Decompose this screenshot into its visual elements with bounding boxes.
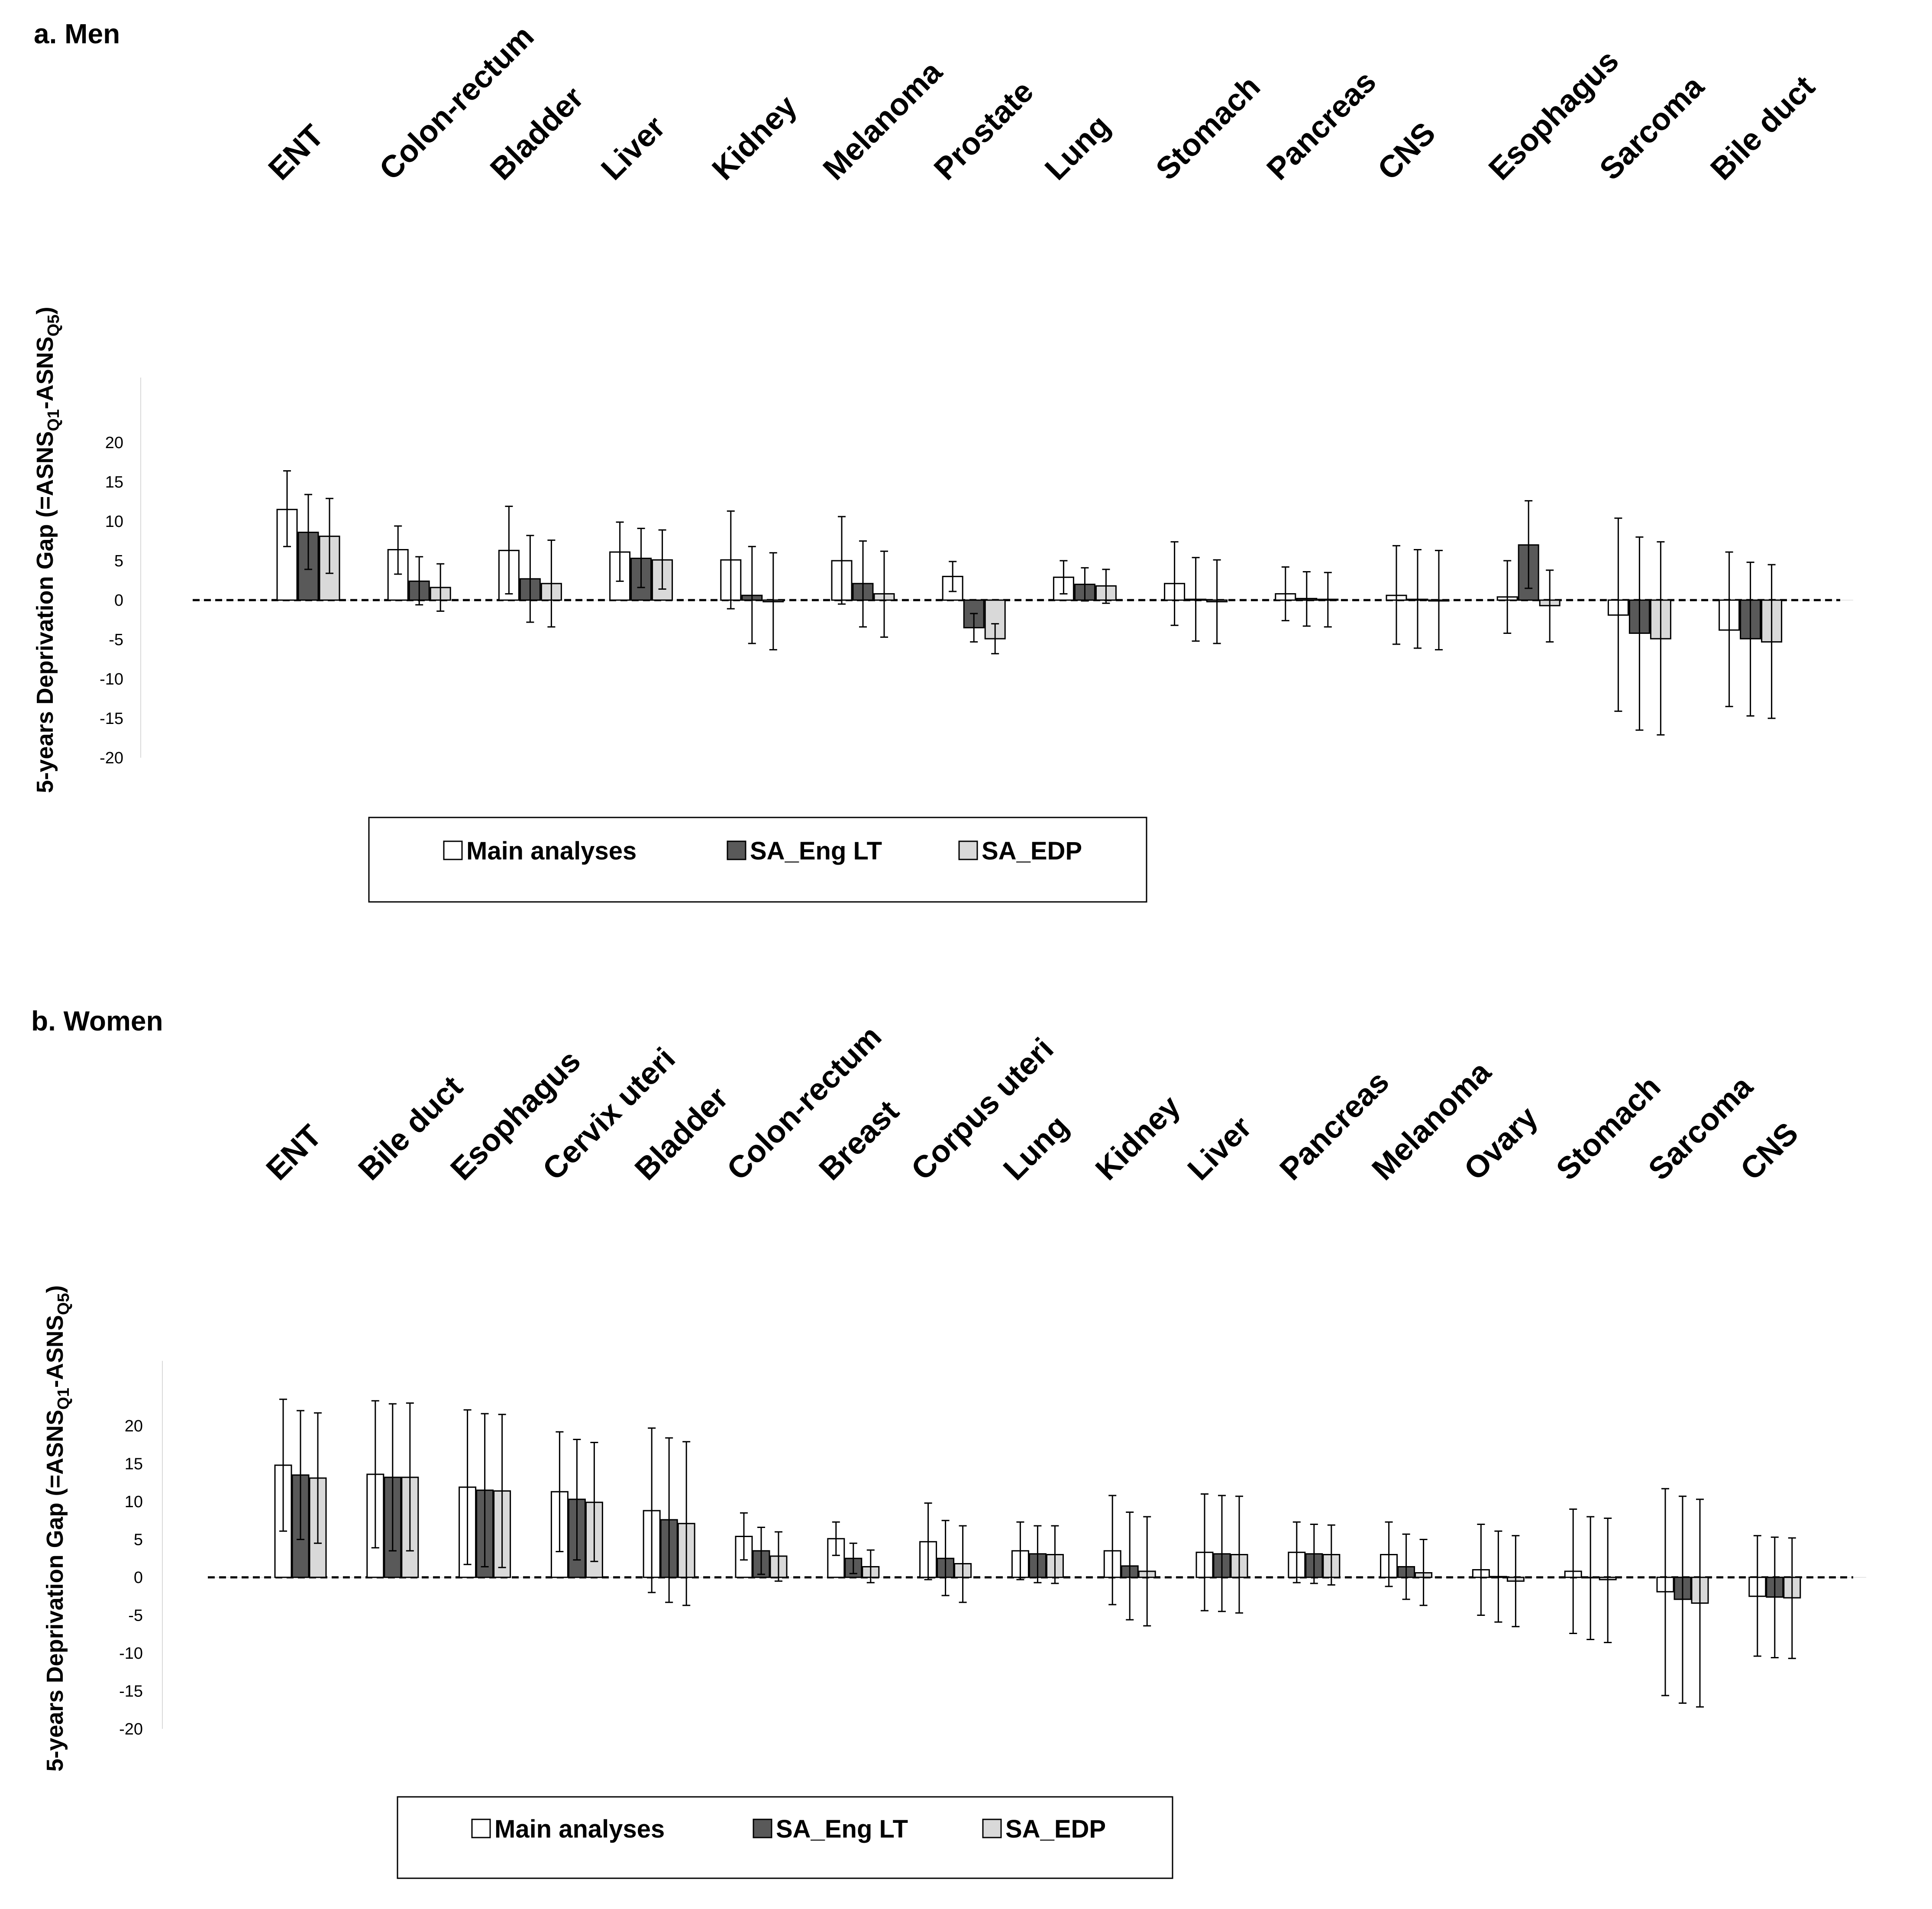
legend-label: SA_EDP — [982, 837, 1082, 865]
y-tick-label: -10 — [119, 1644, 143, 1663]
legend-swatch — [753, 1819, 772, 1838]
y-axis-label: 5-years Deprivation Gap (=ASNSQ1-ASNSQ5) — [42, 1285, 73, 1771]
plot-area — [208, 1399, 1866, 1708]
y-tick-label: -10 — [100, 670, 123, 688]
y-tick-label: -20 — [119, 1720, 143, 1738]
y-tick-label: 20 — [125, 1417, 143, 1435]
legend-label: Main analyses — [466, 837, 636, 865]
y-tick-label: -15 — [119, 1683, 143, 1701]
legend-swatch — [982, 1819, 1002, 1838]
y-axis-label: 5-years Deprivation Gap (=ASNSQ1-ASNSQ5) — [32, 307, 63, 793]
legend-swatch — [443, 840, 463, 860]
y-tick-label: -20 — [100, 749, 123, 767]
y-tick-label: -5 — [109, 631, 123, 649]
legend-box — [397, 1796, 1173, 1879]
y-tick-label: 0 — [134, 1569, 143, 1587]
legend-label: SA_Eng LT — [776, 1815, 908, 1843]
y-tick-label: 15 — [105, 473, 123, 491]
y-tick-label: 5 — [134, 1531, 143, 1549]
y-tick-label: -15 — [100, 710, 123, 728]
y-tick-label: 10 — [125, 1493, 143, 1511]
legend: Main analyses SA_Eng LT SA_EDP — [397, 1796, 1173, 1879]
legend: Main analyses SA_Eng LT SA_EDP — [368, 817, 1147, 903]
legend-label: SA_EDP — [1005, 1815, 1106, 1843]
legend-swatch — [727, 840, 746, 860]
panel-title: b. Women — [31, 1005, 163, 1037]
y-axis: 20 15 10 5 0 -5 -10 -15 -20 — [100, 378, 141, 767]
y-tick-label: -5 — [128, 1607, 143, 1625]
legend-swatch — [958, 840, 978, 860]
y-axis: 20 15 10 5 0 -5 -10 -15 -20 — [119, 1361, 163, 1738]
legend-label: Main analyses — [494, 1815, 665, 1843]
y-tick-label: 0 — [114, 591, 123, 610]
panel-title: a. Men — [34, 18, 120, 49]
y-tick-label: 5 — [114, 552, 123, 570]
legend-swatch — [471, 1819, 491, 1838]
y-tick-label: 20 — [105, 434, 123, 452]
legend-box — [368, 817, 1147, 903]
y-tick-label: 15 — [125, 1455, 143, 1473]
y-tick-label: 10 — [105, 513, 123, 531]
plot-area — [193, 470, 1853, 736]
legend-label: SA_Eng LT — [750, 837, 882, 865]
